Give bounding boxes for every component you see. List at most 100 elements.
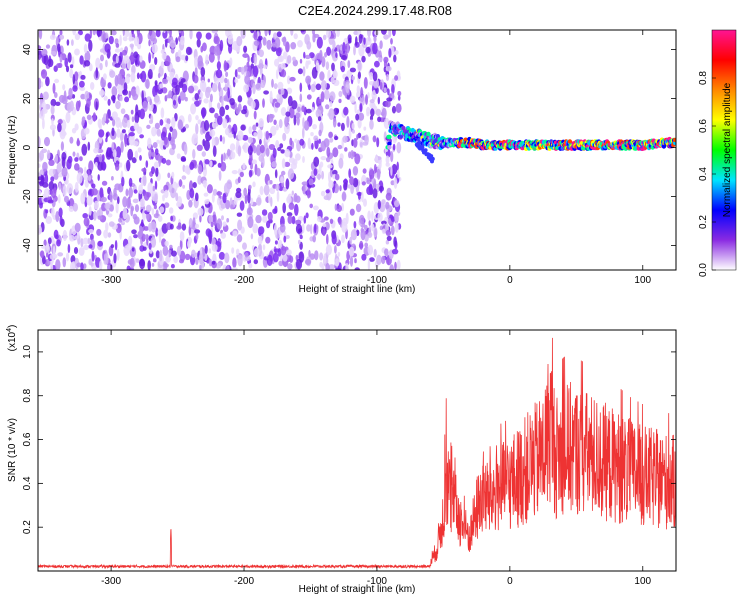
noise-cell — [109, 70, 116, 78]
noise-cell — [204, 199, 210, 205]
signal-cell — [420, 145, 425, 150]
noise-cell — [194, 56, 199, 68]
noise-cell — [131, 116, 135, 123]
noise-cell — [105, 112, 109, 125]
noise-cell — [124, 75, 130, 85]
noise-cell — [145, 160, 149, 168]
noise-cell — [55, 211, 60, 223]
noise-cell — [142, 174, 147, 187]
y-tick-label: 20 — [22, 93, 33, 105]
noise-cell — [282, 51, 288, 60]
noise-cell — [114, 240, 118, 251]
colorbar-tick-label: 0.0 — [698, 263, 709, 277]
noise-cell — [192, 149, 196, 159]
noise-cell — [199, 264, 202, 270]
noise-cell — [119, 34, 122, 46]
noise-cell — [379, 40, 383, 49]
noise-cell — [308, 249, 311, 258]
noise-cell — [221, 215, 224, 221]
noise-cell — [171, 143, 176, 150]
noise-cell — [209, 107, 215, 114]
noise-cell — [40, 81, 44, 88]
noise-cell — [367, 258, 371, 270]
noise-cell — [275, 140, 280, 149]
noise-cell — [42, 118, 45, 130]
noise-cell — [178, 81, 184, 89]
noise-cell — [164, 136, 168, 146]
noise-cell — [146, 192, 152, 198]
signal-cell — [387, 134, 392, 140]
noise-cell — [365, 94, 368, 105]
noise-cell — [151, 262, 155, 267]
noise-cell — [226, 179, 232, 190]
noise-cell — [381, 228, 386, 235]
noise-cell — [328, 180, 334, 189]
noise-cell — [185, 55, 189, 62]
noise-cell — [40, 69, 48, 79]
noise-cell — [213, 36, 220, 45]
noise-cell — [383, 117, 390, 129]
noise-cell — [178, 179, 183, 188]
noise-cell — [252, 223, 259, 234]
noise-cell — [91, 188, 98, 196]
noise-cell — [354, 267, 360, 270]
noise-cell — [176, 183, 180, 188]
noise-cell — [198, 253, 204, 265]
noise-cell — [121, 129, 126, 134]
noise-cell — [279, 223, 286, 233]
noise-cell — [182, 184, 186, 189]
noise-cell — [136, 30, 140, 37]
noise-cell — [88, 244, 93, 249]
noise-cell — [222, 136, 226, 145]
noise-cell — [69, 64, 74, 69]
noise-cell — [127, 148, 134, 161]
noise-cell — [336, 108, 340, 114]
noise-cell — [223, 97, 230, 102]
noise-cell — [316, 216, 322, 222]
signal-cell — [430, 156, 435, 161]
noise-cell — [92, 112, 97, 122]
noise-cell — [153, 161, 160, 169]
noise-cell — [240, 124, 246, 131]
noise-cell — [310, 83, 316, 93]
noise-cell — [381, 107, 387, 119]
noise-cell — [277, 81, 284, 90]
noise-cell — [133, 122, 139, 131]
noise-cell — [66, 158, 72, 170]
noise-cell — [161, 87, 168, 94]
noise-cell — [334, 173, 340, 181]
noise-cell — [219, 106, 226, 117]
noise-cell — [220, 232, 226, 239]
noise-cell — [184, 123, 189, 129]
noise-cell — [271, 161, 277, 168]
noise-cell — [235, 248, 240, 256]
noise-cell — [148, 52, 152, 64]
noise-cell — [244, 252, 249, 258]
noise-cell — [82, 213, 88, 219]
noise-cell — [149, 248, 153, 254]
noise-cell — [385, 100, 391, 108]
noise-cell — [239, 200, 245, 211]
noise-cell — [64, 195, 69, 203]
noise-cell — [81, 143, 88, 156]
noise-cell — [391, 248, 399, 255]
noise-cell — [300, 30, 305, 33]
noise-cell — [79, 55, 84, 65]
noise-cell — [200, 67, 206, 77]
noise-cell — [258, 49, 264, 58]
noise-cell — [243, 45, 248, 53]
noise-cell — [311, 67, 318, 79]
noise-cell — [236, 74, 241, 79]
noise-cell — [376, 168, 381, 180]
noise-cell — [363, 126, 367, 131]
noise-cell — [38, 30, 43, 40]
noise-cell — [50, 98, 57, 107]
noise-cell — [253, 248, 260, 258]
noise-cell — [310, 132, 314, 137]
noise-cell — [209, 93, 213, 103]
noise-cell — [274, 58, 280, 67]
noise-cell — [169, 207, 174, 214]
noise-cell — [271, 78, 274, 88]
noise-cell — [396, 259, 401, 270]
noise-cell — [243, 84, 250, 93]
